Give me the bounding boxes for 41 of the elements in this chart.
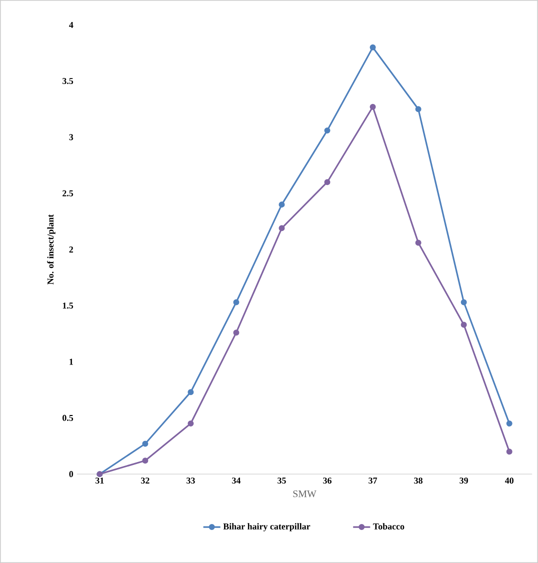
point (142, 440, 148, 447)
y-tick-label: 0 (69, 471, 74, 478)
point (506, 448, 512, 455)
point (278, 225, 285, 232)
point (370, 104, 376, 110)
point (370, 44, 376, 50)
legend-label: Bihar hairy caterpillar (223, 523, 310, 532)
y-tick-label: 4 (69, 22, 74, 28)
point (233, 330, 240, 336)
legend-label: Tobacco (373, 523, 404, 530)
y-tick-label: 2.5 (62, 190, 74, 196)
x-tick-label: 35 (278, 478, 286, 484)
point (460, 322, 467, 328)
point (324, 127, 330, 134)
y-tick-label: 1.5 (62, 302, 74, 309)
point (142, 458, 148, 464)
x-tick-label: 40 (504, 478, 514, 484)
y-tick-label: 3.5 (62, 78, 74, 84)
y-tick-label: 0.5 (62, 414, 74, 421)
x-tick-label: 31 (96, 478, 104, 484)
y-tick-label: 1 (70, 358, 73, 365)
point (415, 106, 422, 112)
point (506, 420, 512, 427)
x-tick-label: 32 (141, 478, 150, 484)
point (188, 389, 194, 396)
y-tick-label: 2 (69, 246, 74, 252)
x-tick-label: 34 (232, 478, 241, 484)
point (188, 420, 194, 427)
x-tick-label: 37 (368, 478, 378, 484)
x-axis-title: SMW (293, 490, 316, 498)
x-tick-label: 38 (414, 478, 422, 484)
point (278, 202, 285, 208)
y-tick-label: 3 (69, 134, 74, 140)
point (415, 240, 422, 246)
x-tick-label: 36 (323, 478, 332, 484)
point (324, 179, 330, 186)
point (233, 299, 240, 306)
x-tick-label: 39 (460, 478, 468, 484)
y-axis-title: No. of insect/plant (47, 214, 56, 284)
point (460, 299, 467, 306)
x-tick-label: 33 (186, 478, 195, 484)
